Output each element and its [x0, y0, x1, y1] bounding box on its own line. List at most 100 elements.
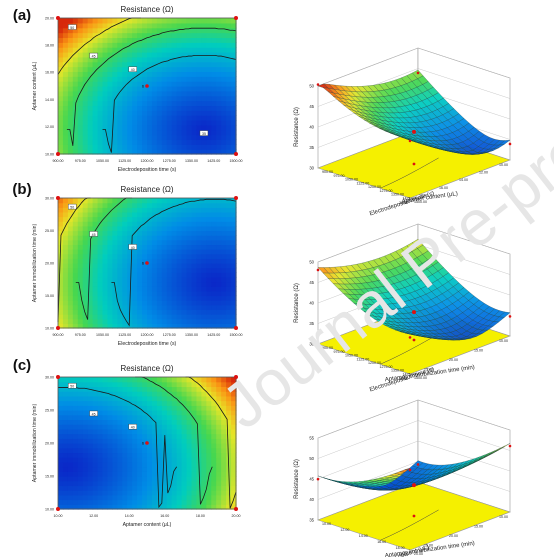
contour-cell	[226, 452, 232, 458]
contour-cell	[151, 300, 158, 306]
contour-cell	[92, 110, 99, 116]
contour-cell	[181, 485, 188, 491]
contour-cell	[77, 115, 84, 121]
contour-cell	[67, 221, 74, 227]
contour-cell	[137, 76, 143, 82]
contour-cell	[156, 318, 163, 324]
contour-cell	[201, 225, 207, 232]
contour-cell	[181, 149, 188, 155]
contour-cell	[211, 105, 217, 111]
contour-cell	[156, 447, 163, 454]
contour-cell	[216, 391, 222, 397]
contour-cell	[191, 100, 198, 107]
contour-cell	[58, 221, 64, 227]
contour-cell	[171, 419, 178, 425]
y-axis-label: Aptamer content (μL)	[32, 61, 38, 110]
contour-cell	[226, 400, 232, 406]
contour-cell	[181, 466, 188, 472]
design-point-label: 6	[142, 84, 145, 89]
contour-cell	[142, 95, 148, 102]
contour-cell	[58, 300, 64, 306]
contour-cell	[191, 76, 198, 82]
contour-cell	[132, 485, 138, 491]
contour-cell	[112, 235, 118, 241]
contour-cell	[156, 410, 163, 416]
contour-cell	[117, 76, 123, 82]
contour-cell	[176, 211, 183, 218]
contour-cell	[72, 295, 79, 301]
contour-cell	[226, 386, 232, 392]
contour-cell	[226, 414, 232, 421]
contour-cell	[196, 249, 202, 255]
contour-cell	[137, 47, 143, 53]
x-tick-label: 18.00	[196, 514, 205, 518]
contour-cell	[107, 410, 113, 416]
axis2-tick-label: 1350.00	[391, 369, 404, 373]
contour-cell	[161, 414, 168, 421]
contour-cell	[67, 314, 74, 320]
axis1-tick-label: 15.00	[474, 349, 483, 353]
contour-cell	[127, 207, 133, 213]
contour-cell	[112, 124, 118, 131]
contour-cell	[92, 76, 99, 82]
contour-cell	[147, 239, 153, 246]
contour-cell	[211, 452, 217, 458]
contour-cell	[201, 452, 207, 458]
contour-cell	[102, 61, 109, 68]
contour-cell	[112, 66, 118, 73]
contour-cell	[137, 56, 143, 63]
contour-cell	[58, 32, 64, 39]
contour-cell	[127, 90, 133, 97]
contour-cell	[186, 211, 193, 218]
contour-label: 40	[131, 246, 135, 250]
contour-cell	[191, 476, 198, 482]
contour-cell	[171, 300, 178, 306]
contour-cell	[132, 27, 138, 34]
contour-cell	[132, 286, 138, 292]
contour-cell	[226, 504, 232, 510]
contour-label: 45	[92, 233, 96, 237]
axis2-tick-label: 1500.00	[414, 200, 427, 204]
contour-cell	[77, 309, 84, 315]
contour-cell	[122, 244, 128, 250]
contour-cell	[151, 461, 158, 468]
contour-cell	[147, 86, 153, 92]
contour-cell	[211, 211, 217, 218]
contour-cell	[62, 480, 69, 487]
contour-cell	[107, 110, 113, 116]
contour-cell	[206, 386, 212, 392]
design-point	[412, 483, 416, 488]
contour-cell	[102, 300, 109, 306]
contour-cell	[156, 37, 163, 43]
contour-cell	[67, 47, 74, 53]
contour-cell	[171, 476, 178, 482]
contour-cell	[181, 225, 188, 232]
contour-title: Resistance (Ω)	[120, 5, 173, 14]
contour-line	[58, 387, 178, 509]
contour-cell	[201, 314, 207, 320]
contour-cell	[206, 216, 212, 222]
contour-cell	[206, 447, 212, 454]
contour-cell	[107, 253, 113, 259]
contour-cell	[97, 66, 104, 73]
contour-cell	[186, 476, 193, 482]
contour-cell	[221, 230, 227, 236]
contour-cell	[82, 100, 89, 107]
contour-cell	[211, 61, 217, 68]
contour-cell	[196, 134, 202, 141]
contour-cell	[117, 466, 123, 472]
contour-cell	[112, 438, 118, 444]
contour-cell	[191, 149, 198, 155]
contour-cell	[196, 76, 202, 82]
contour-cell	[112, 263, 118, 269]
contour-cell	[216, 134, 222, 141]
contour-cell	[87, 452, 94, 458]
contour-cell	[82, 90, 89, 97]
contour-cell	[117, 452, 123, 458]
contour-cell	[166, 37, 173, 43]
contour-cell	[107, 457, 113, 463]
contour-cell	[176, 139, 183, 145]
axis1-tick-label: 16.00	[439, 186, 448, 190]
contour-cell	[122, 281, 128, 287]
contour-cell	[171, 377, 178, 383]
